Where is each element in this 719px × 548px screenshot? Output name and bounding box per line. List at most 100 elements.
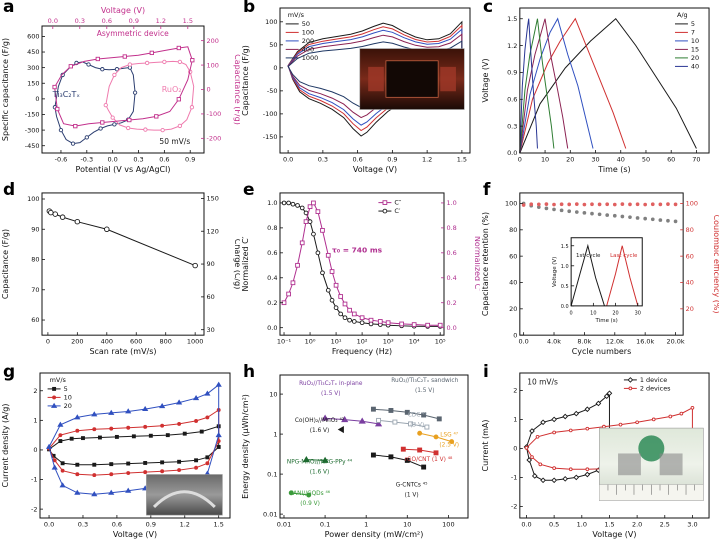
svg-text:0.9: 0.9 — [185, 156, 195, 164]
svg-text:Current density (A/g): Current density (A/g) — [1, 404, 10, 488]
svg-text:RuO₂//Ti₃C₂Tₓ in-plane: RuO₂//Ti₃C₂Tₓ in-plane — [299, 381, 363, 387]
svg-text:100: 100 — [505, 200, 517, 208]
svg-text:120: 120 — [206, 227, 218, 235]
svg-text:0.9: 0.9 — [146, 521, 156, 529]
panel-c-chart: 0 10 20 30 40 50 60 70 0.0 0.3 0.6 0.9 1.2 1.5 Time (s… — [481, 7, 710, 174]
svg-text:-150: -150 — [25, 111, 40, 119]
svg-text:-100: -100 — [207, 110, 222, 118]
svg-text:Charge (C/g): Charge (C/g) — [233, 239, 240, 290]
svg-text:2.5: 2.5 — [660, 520, 670, 528]
svg-text:1.5: 1.5 — [457, 156, 467, 164]
figure-panel-c: c 0 10 20 30 40 50 60 70 0.0 0.3 0.6 0.9 1.2 1.5 Time … — [480, 0, 719, 183]
svg-text:C′: C′ — [394, 207, 401, 215]
svg-text:10: 10 — [691, 37, 699, 45]
svg-text:100: 100 — [302, 28, 314, 36]
svg-text:-450: -450 — [25, 142, 40, 150]
svg-text:30: 30 — [206, 326, 214, 334]
svg-text:2 devices: 2 devices — [640, 384, 671, 392]
svg-text:20: 20 — [566, 155, 574, 163]
svg-text:80: 80 — [31, 256, 39, 264]
svg-text:12.0k: 12.0k — [606, 338, 624, 346]
svg-text:5: 5 — [691, 20, 695, 28]
svg-text:Specific capacitance (F/g): Specific capacitance (F/g) — [1, 38, 10, 141]
svg-text:0: 0 — [35, 95, 39, 103]
svg-text:10: 10 — [269, 390, 277, 398]
svg-text:Normalized C″: Normalized C″ — [473, 236, 480, 292]
svg-text:CDC ⁴⁹: CDC ⁴⁹ — [408, 411, 428, 418]
svg-text:20: 20 — [64, 402, 72, 410]
svg-text:10⁻¹: 10⁻¹ — [277, 338, 292, 346]
svg-text:0.01: 0.01 — [263, 510, 277, 518]
svg-text:16.0k: 16.0k — [636, 338, 654, 346]
svg-text:40: 40 — [691, 62, 699, 70]
svg-text:1.5: 1.5 — [507, 15, 517, 23]
svg-text:0.8: 0.8 — [267, 224, 277, 232]
svg-text:50: 50 — [302, 20, 310, 28]
figure-panel-h: h 0.01 0.1 1 10 100 0.01 0.1 1 10 Power density (… — [240, 362, 480, 548]
svg-text:(1.5 V): (1.5 V) — [321, 391, 341, 397]
svg-text:10: 10 — [590, 310, 596, 316]
svg-text:200: 200 — [302, 37, 314, 45]
svg-text:600: 600 — [27, 33, 39, 41]
svg-text:(3 V): (3 V) — [410, 422, 424, 428]
svg-text:100: 100 — [27, 195, 39, 203]
svg-text:-200: -200 — [207, 135, 222, 143]
svg-text:0.6: 0.6 — [102, 17, 112, 25]
svg-text:Time (s): Time (s) — [597, 165, 630, 174]
svg-text:RuO₂: RuO₂ — [162, 85, 182, 94]
svg-text:-0.6: -0.6 — [55, 156, 68, 164]
svg-text:5: 5 — [64, 385, 68, 393]
svg-text:0.0: 0.0 — [561, 304, 569, 310]
svg-text:150: 150 — [206, 195, 218, 203]
svg-text:Capacitance retention (%): Capacitance retention (%) — [481, 212, 490, 316]
panel-e-chart: 10⁻¹ 10⁰ 10¹ 10² 10³ 10⁴ 10⁵0.00.20.40.60.81.0… — [241, 192, 480, 356]
panel-label-b: b — [243, 0, 256, 17]
svg-text:τ₀ = 740 ms: τ₀ = 740 ms — [332, 246, 383, 255]
svg-text:150: 150 — [27, 79, 39, 87]
svg-text:0.1: 0.1 — [267, 470, 277, 478]
svg-text:0: 0 — [513, 445, 517, 453]
panel-label-g: g — [3, 362, 16, 382]
svg-text:Coulombic efficiency (%): Coulombic efficiency (%) — [712, 215, 719, 314]
svg-text:(1.6 V): (1.6 V) — [310, 428, 330, 434]
svg-text:0.6: 0.6 — [447, 249, 457, 257]
figure-panel-b: b 0.0 0.3 0.6 0.9 1.2 1.5 -150 -100 -50 0 50 100 Vol… — [240, 0, 480, 183]
panel-i-chart: 0.0 0.5 1.0 1.5 2.0 2.5 3.0 -2 -1 0 1 2 Voltage (V) C… — [481, 372, 710, 539]
svg-text:0.2: 0.2 — [267, 299, 277, 307]
svg-text:LSG ⁴⁷: LSG ⁴⁷ — [440, 431, 459, 438]
svg-text:Voltage (V): Voltage (V) — [113, 530, 157, 539]
figure-panel-a: a -0.6 -0.3 0.0 0.3 0.6 0.9 -450 -300 -150 0 150 30… — [0, 0, 240, 183]
svg-text:50 mV/s: 50 mV/s — [159, 137, 190, 146]
svg-text:(1 V): (1 V) — [405, 493, 419, 499]
panel-g-chart: 0.0 0.3 0.6 0.9 1.2 1.5 -2 -1 0 1 2 Voltage (V) Curr… — [1, 372, 231, 539]
svg-text:1.5: 1.5 — [214, 521, 224, 529]
panel-label-h: h — [243, 362, 256, 382]
svg-text:0.5: 0.5 — [549, 520, 559, 528]
panel-label-f: f — [483, 180, 491, 200]
svg-text:100: 100 — [686, 200, 698, 208]
svg-text:1.2: 1.2 — [422, 156, 432, 164]
svg-text:0.2: 0.2 — [447, 299, 457, 307]
svg-text:10²: 10² — [357, 338, 368, 346]
svg-text:1.2: 1.2 — [180, 521, 190, 529]
svg-text:0.6: 0.6 — [507, 95, 517, 103]
svg-text:-1: -1 — [31, 476, 37, 484]
panel-a-chart: -0.6 -0.3 0.0 0.3 0.6 0.9 -450 -300 -150 0 150 300 4… — [1, 6, 240, 174]
svg-text:0.6: 0.6 — [112, 521, 122, 529]
svg-text:70: 70 — [692, 155, 700, 163]
svg-text:2.0: 2.0 — [632, 520, 642, 528]
svg-text:1.0: 1.0 — [447, 199, 457, 207]
svg-text:0.9: 0.9 — [387, 156, 397, 164]
svg-text:70: 70 — [31, 286, 39, 294]
svg-text:0: 0 — [518, 155, 522, 163]
svg-text:0.5: 0.5 — [561, 284, 569, 290]
svg-text:80: 80 — [686, 226, 694, 234]
svg-text:40: 40 — [686, 279, 694, 287]
svg-text:7: 7 — [691, 28, 695, 36]
svg-text:Voltage (V): Voltage (V) — [101, 6, 145, 15]
svg-text:0: 0 — [570, 310, 573, 316]
svg-text:300: 300 — [27, 64, 39, 72]
panel-label-d: d — [3, 180, 16, 200]
svg-text:60: 60 — [667, 155, 675, 163]
svg-text:RuO₂//Ti₃C₂Tₓ sandwich: RuO₂//Ti₃C₂Tₓ sandwich — [391, 378, 458, 384]
